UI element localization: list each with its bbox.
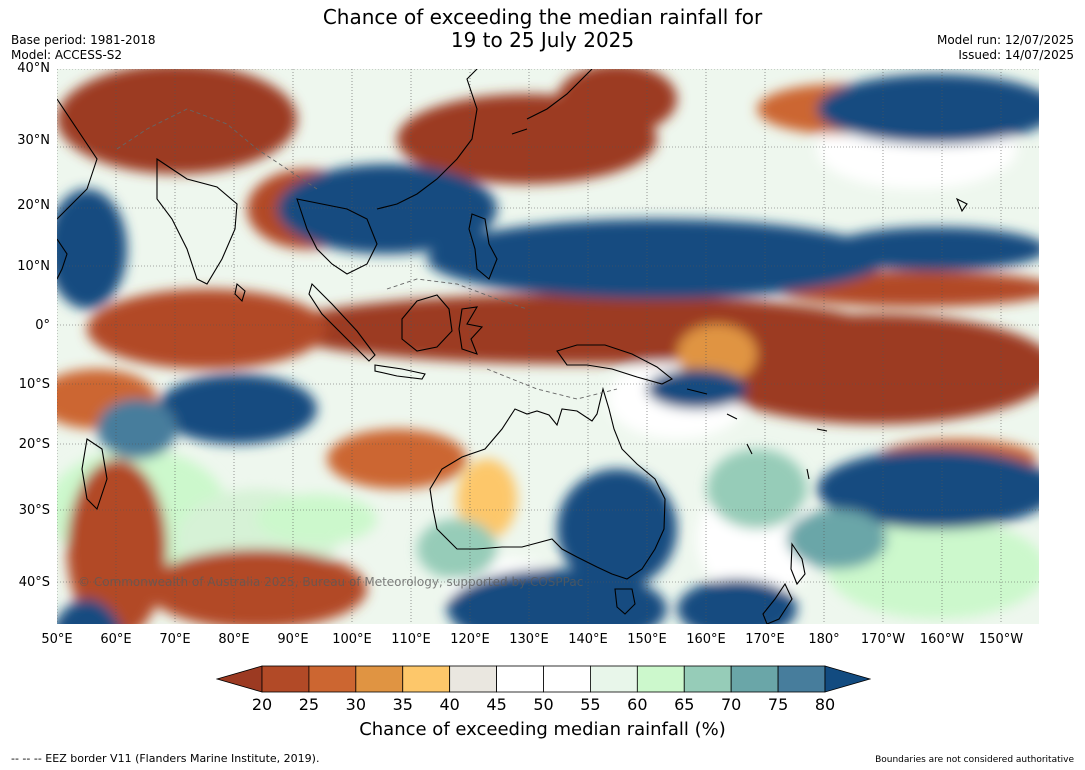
- lon-label: 160°W: [919, 632, 965, 647]
- lon-label: 160°E: [686, 632, 726, 647]
- colorbar-tick-label: 35: [392, 695, 413, 714]
- colorbar-segment: [355, 665, 404, 693]
- lat-label: 40°S: [18, 575, 50, 590]
- lon-label: 120°E: [450, 632, 490, 647]
- issued-date: Issued: 14/07/2025: [958, 48, 1074, 62]
- colorbar-tick-label: 80: [814, 695, 836, 714]
- lon-label: 150°E: [627, 632, 667, 647]
- colorbar-tick-label: 45: [486, 695, 507, 714]
- colorbar-segment: [777, 665, 826, 693]
- model-name: Model: ACCESS-S2: [11, 48, 123, 62]
- colorbar-tick-label: 65: [674, 695, 695, 714]
- lat-label: 20°N: [17, 198, 50, 213]
- colorbar-segment: [261, 665, 310, 693]
- colorbar-extend-high: [824, 665, 871, 693]
- lon-label: 140°E: [568, 632, 608, 647]
- colorbar-segments: [216, 665, 871, 693]
- model-run: Model run: 12/07/2025: [936, 33, 1074, 47]
- australia-coast: [429, 386, 666, 580]
- sulawesi-coast: [458, 306, 484, 355]
- new-guinea-coast: [556, 344, 674, 385]
- colorbar-segment: [683, 665, 732, 693]
- lat-label: 20°S: [18, 437, 50, 452]
- lon-label: 170°E: [745, 632, 785, 647]
- colorbar-segment: [402, 665, 451, 693]
- colorbar-tick-label: 70: [720, 695, 742, 714]
- pacific-islands-coast: [686, 388, 828, 480]
- rainfall-map-svg: [57, 69, 1039, 624]
- madagascar-coast: [81, 438, 108, 511]
- tasmania-coast: [614, 588, 636, 615]
- lon-label: 130°E: [509, 632, 549, 647]
- colorbar-tick-label: 30: [345, 695, 366, 714]
- colorbar-segment: [543, 665, 591, 693]
- colorbar-segment: [636, 665, 685, 693]
- colorbar-segment: [590, 665, 638, 693]
- lat-label: 30°S: [18, 503, 50, 518]
- eez-legend-note: -- -- -- EEZ border V11 (Flanders Marine…: [11, 752, 320, 765]
- coastlines: [57, 69, 968, 624]
- colorbar-segment: [308, 665, 357, 693]
- base-period: Base period: 1981-2018: [11, 33, 156, 47]
- colorbar-segment: [730, 665, 779, 693]
- arabia-coast: [57, 98, 98, 220]
- sumatra-coast: [308, 282, 376, 362]
- colorbar-tick-label: 60: [627, 695, 648, 714]
- lat-label: 0°: [35, 318, 50, 333]
- colorbar-tick-label: 75: [767, 695, 789, 714]
- lon-label: 170°W: [860, 632, 906, 647]
- india-coast: [156, 157, 238, 285]
- nz-north-coast: [790, 542, 806, 586]
- china-coast: [376, 69, 478, 210]
- lon-label: 60°E: [100, 632, 132, 647]
- colorbar-segment: [496, 665, 544, 693]
- colorbar-tick-label: 25: [298, 695, 320, 714]
- map-title-line2: 19 to 25 July 2025: [450, 28, 635, 52]
- lat-label: 10°S: [18, 377, 50, 392]
- japan-coast: [511, 69, 593, 135]
- indochina-coast: [296, 198, 378, 275]
- lon-label: 50°E: [41, 632, 73, 647]
- map-title-line1: Chance of exceeding the median rainfall …: [322, 5, 763, 29]
- rainfall-map: [57, 69, 1039, 624]
- meta-left: Base period: 1981-2018 Model: ACCESS-S2: [11, 33, 156, 63]
- colorbar: [216, 665, 871, 693]
- colorbar-tick-label: 55: [580, 695, 601, 714]
- lat-label: 10°N: [17, 259, 50, 274]
- hawaii-coast: [955, 197, 968, 213]
- java-coast: [374, 364, 426, 380]
- lon-label: 90°E: [277, 632, 309, 647]
- meta-right: Model run: 12/07/2025 Issued: 14/07/2025: [937, 33, 1074, 63]
- nz-south-coast: [762, 582, 793, 624]
- graticule: [57, 69, 1039, 624]
- lon-label: 180°: [808, 632, 840, 647]
- sri-lanka-coast: [234, 282, 246, 303]
- colorbar-tick-label: 50: [533, 695, 554, 714]
- lon-label: 100°E: [332, 632, 372, 647]
- lon-label: 70°E: [159, 632, 191, 647]
- colorbar-label: Chance of exceeding median rainfall (%): [359, 719, 726, 740]
- colorbar-segment: [449, 665, 497, 693]
- eez-borders: [116, 108, 618, 400]
- lon-label: 110°E: [391, 632, 431, 647]
- lon-label: 80°E: [218, 632, 250, 647]
- borneo-coast: [401, 294, 453, 352]
- lat-label: 40°N: [17, 61, 50, 76]
- lon-label: 150°W: [978, 632, 1024, 647]
- horn-coast: [57, 238, 68, 280]
- colorbar-extend-low: [216, 665, 263, 693]
- philippines-coast: [468, 213, 498, 280]
- colorbar-tick-label: 20: [251, 695, 273, 714]
- colorbar-tick-label: 40: [439, 695, 460, 714]
- copyright-watermark: © Commonwealth of Australia 2025, Bureau…: [78, 575, 584, 589]
- lat-label: 30°N: [17, 133, 50, 148]
- boundaries-disclaimer: Boundaries are not considered authoritat…: [875, 755, 1074, 765]
